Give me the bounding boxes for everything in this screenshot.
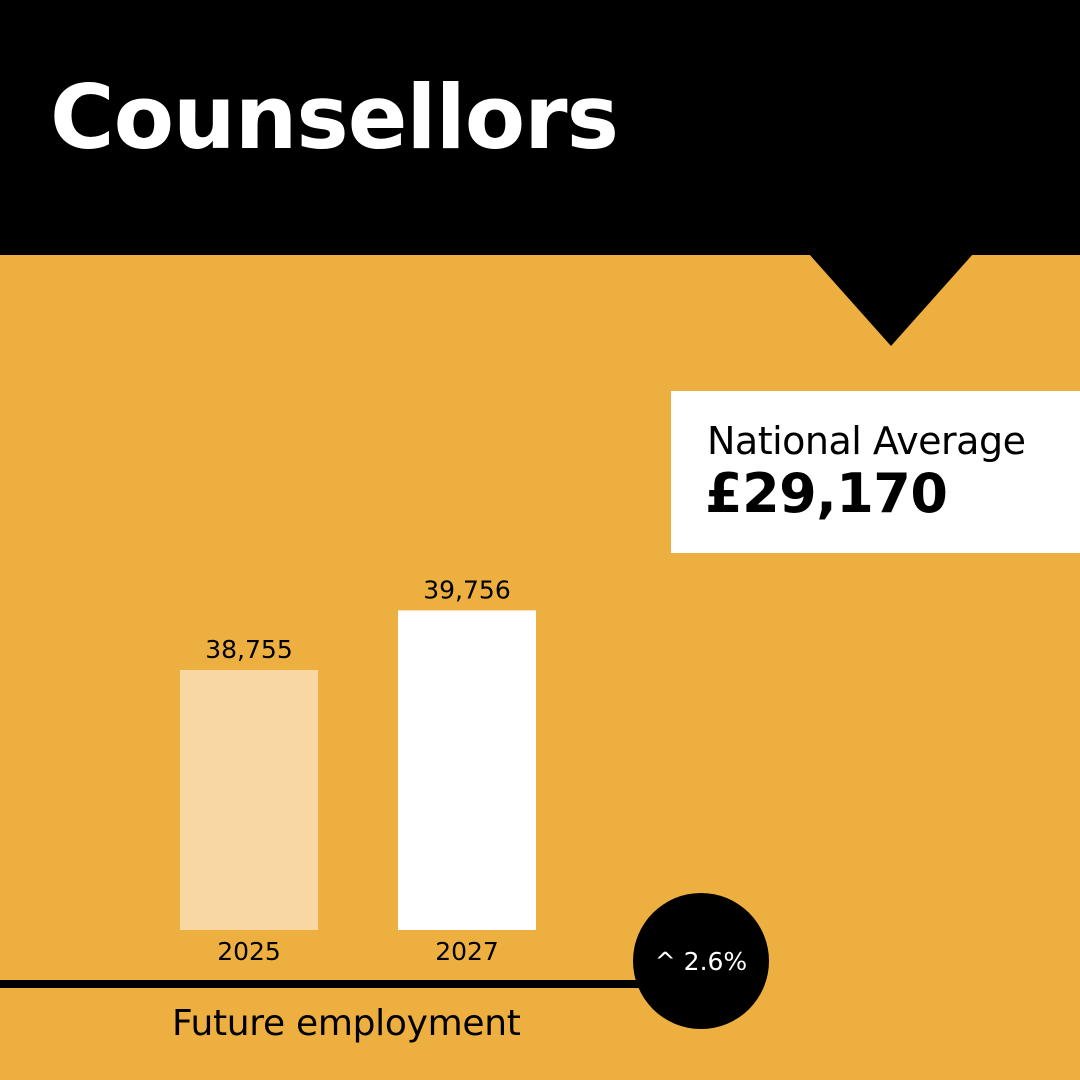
chart-baseline [0, 980, 660, 988]
x-axis-label: Future employment [172, 1003, 521, 1044]
bar-value-label: 38,755 [205, 635, 292, 664]
bar-2027 [398, 610, 536, 930]
national-average-label: National Average [707, 419, 1026, 463]
header-pointer [809, 254, 973, 346]
page-title: Counsellors [50, 66, 619, 169]
header-band: Counsellors [0, 0, 1080, 255]
category-label: 2025 [217, 937, 281, 966]
national-average-value: £29,170 [705, 462, 948, 525]
growth-badge: ^ 2.6% [633, 893, 769, 1029]
bar-value-label: 39,756 [423, 575, 510, 604]
national-average-panel: National Average £29,170 [671, 391, 1080, 553]
bar-2025 [180, 670, 318, 930]
category-label: 2027 [435, 937, 499, 966]
